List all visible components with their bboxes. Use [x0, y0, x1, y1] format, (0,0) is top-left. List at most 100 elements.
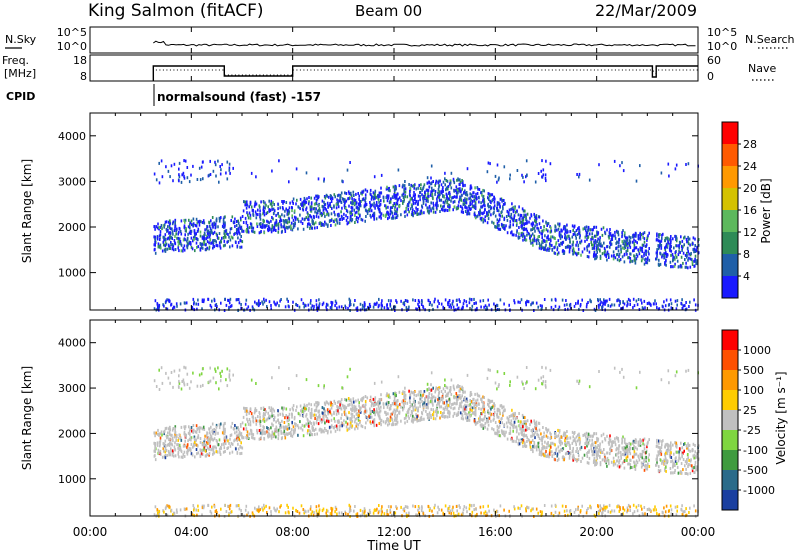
power-echo — [232, 166, 234, 170]
power-echo — [632, 306, 634, 310]
velocity-echo — [305, 407, 308, 411]
velocity-echo — [415, 394, 417, 398]
velocity-echo — [357, 423, 360, 427]
power-echo — [635, 246, 638, 250]
power-echo — [600, 300, 602, 304]
velocity-echo — [576, 439, 579, 443]
power-echo — [665, 252, 667, 256]
power-echo — [626, 252, 628, 256]
power-echo — [301, 203, 304, 207]
velocity-echo — [295, 408, 297, 412]
power-echo — [647, 250, 650, 254]
velocity-echo — [209, 439, 211, 443]
power-echo — [265, 212, 268, 216]
velocity-echo — [177, 446, 179, 450]
velocity-echo — [345, 398, 348, 402]
power-echo — [297, 227, 299, 231]
velocity-echo — [453, 411, 456, 415]
velocity-echo — [339, 405, 342, 409]
power-echo — [281, 200, 283, 203]
power-echo — [258, 299, 260, 303]
velocity-echo — [283, 406, 285, 410]
velocity-echo — [493, 417, 495, 421]
power-echo — [270, 304, 272, 307]
power-echo — [641, 306, 644, 310]
power-echo — [357, 216, 360, 220]
power-echo — [249, 213, 252, 217]
date-title: 22/Mar/2009 — [595, 1, 697, 20]
power-echo — [321, 303, 324, 307]
power-echo — [387, 299, 390, 303]
power-echo — [183, 218, 185, 222]
power-echo — [271, 224, 274, 228]
power-echo — [410, 203, 413, 207]
power-echo — [598, 241, 601, 245]
velocity-echo — [491, 405, 493, 409]
power-echo — [466, 193, 469, 197]
velocity-echo — [482, 401, 484, 405]
power-echo — [577, 301, 579, 305]
power-echo — [413, 186, 415, 190]
power-echo — [307, 212, 309, 216]
power-echo — [436, 305, 439, 309]
velocity-echo — [597, 450, 599, 454]
velocity-echo — [159, 449, 162, 453]
velocity-echo — [673, 452, 675, 456]
power-echo — [508, 208, 511, 212]
power-echo — [621, 235, 623, 239]
velocity-echo — [666, 450, 669, 453]
power-echo — [347, 197, 349, 201]
velocity-echo — [628, 441, 630, 445]
power-echo — [487, 161, 490, 165]
power-echo — [638, 252, 641, 256]
velocity-echo — [338, 400, 340, 404]
power-echo — [203, 234, 205, 238]
velocity-echo — [589, 434, 591, 438]
power-echo — [607, 253, 610, 257]
power-echo — [309, 301, 312, 305]
power-echo — [366, 212, 369, 215]
power-echo — [468, 204, 470, 208]
power-echo — [391, 195, 394, 199]
power-echo — [648, 252, 650, 256]
power-echo — [318, 207, 321, 211]
nave-label: Nave — [748, 62, 776, 75]
velocity-echo — [198, 430, 201, 434]
velocity-echo — [195, 424, 198, 428]
power-echo — [460, 210, 463, 214]
power-echo — [534, 219, 536, 223]
power-echo — [394, 207, 396, 211]
power-echo — [261, 300, 263, 304]
power-echo — [416, 307, 418, 311]
power-echo — [218, 216, 221, 220]
power-echo — [462, 210, 464, 214]
velocity-echo — [309, 433, 311, 437]
power-echo — [347, 221, 349, 225]
velocity-echo — [259, 415, 261, 419]
power-echo — [614, 234, 616, 238]
velocity-echo — [512, 412, 515, 416]
power-echo — [623, 247, 625, 250]
power-echo — [596, 255, 598, 259]
power-echo — [645, 257, 647, 261]
velocity-echo — [660, 450, 663, 454]
power-echo — [244, 302, 247, 306]
power-echo — [588, 178, 591, 182]
velocity-echo — [162, 447, 165, 451]
velocity-echo — [509, 429, 512, 433]
velocity-echo — [268, 434, 271, 438]
velocity-echo — [379, 401, 381, 405]
velocity-echo — [506, 416, 509, 420]
power-echo — [643, 240, 646, 244]
velocity-echo — [425, 403, 428, 407]
velocity-echo — [617, 447, 619, 451]
power-echo — [217, 236, 220, 240]
velocity-echo — [480, 407, 482, 411]
power-echo — [460, 193, 463, 197]
power-echo — [427, 199, 429, 203]
velocity-echo — [446, 400, 448, 404]
velocity-echo — [455, 392, 458, 395]
power-echo — [367, 305, 369, 309]
power-echo — [354, 198, 357, 202]
power-echo — [536, 238, 538, 242]
